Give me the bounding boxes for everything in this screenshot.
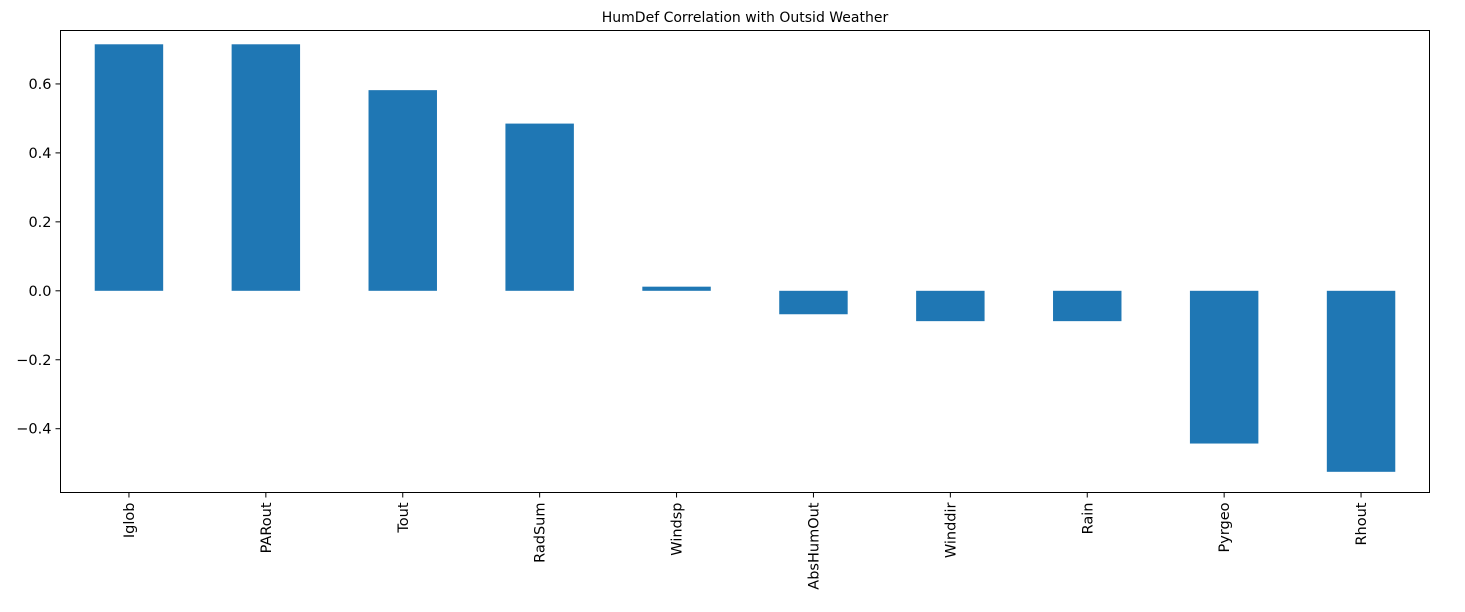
y-tick-label: 0.4 <box>28 146 51 162</box>
x-tick-label: Tout <box>396 502 412 533</box>
bar-windsp <box>642 286 711 291</box>
x-tick-label: RadSum <box>533 503 549 563</box>
x-tick-label: AbsHumOut <box>806 502 822 589</box>
x-tick-label: PARout <box>259 502 275 553</box>
x-tick-label: Winddir <box>943 502 959 558</box>
bars-group <box>94 44 1396 472</box>
x-tick-label: Rain <box>1080 503 1096 535</box>
plot-frame <box>60 30 1430 493</box>
bar-tout <box>368 90 437 291</box>
y-tick-label: 0.2 <box>28 215 51 231</box>
bar-rain <box>1053 290 1122 322</box>
x-tick-label: Pyrgeo <box>1217 502 1233 552</box>
chart-title: HumDef Correlation with Outsid Weather <box>602 10 889 26</box>
bar-winddir <box>916 290 985 322</box>
y-tick-label: 0.0 <box>28 284 51 300</box>
y-tick-label: 0.6 <box>28 77 51 93</box>
bar-abshumout <box>779 290 848 315</box>
y-tick-label: −0.4 <box>16 422 51 438</box>
bar-radsum <box>505 123 574 291</box>
x-tick-label: Rhout <box>1354 502 1370 545</box>
bar-pyrgeo <box>1189 290 1259 444</box>
bar-iglob <box>94 44 164 291</box>
x-axis: Iglob PARout Tout RadSum Windsp AbsHumOut Wind… <box>122 492 1370 590</box>
bar-parout <box>231 44 301 291</box>
y-tick-label: −0.2 <box>16 353 51 369</box>
x-tick-label: Windsp <box>670 503 686 556</box>
x-tick-label: Iglob <box>122 503 138 539</box>
y-axis: −0.4 −0.2 0.0 0.2 0.4 0.6 <box>16 77 61 438</box>
bar-rhout <box>1326 290 1396 472</box>
